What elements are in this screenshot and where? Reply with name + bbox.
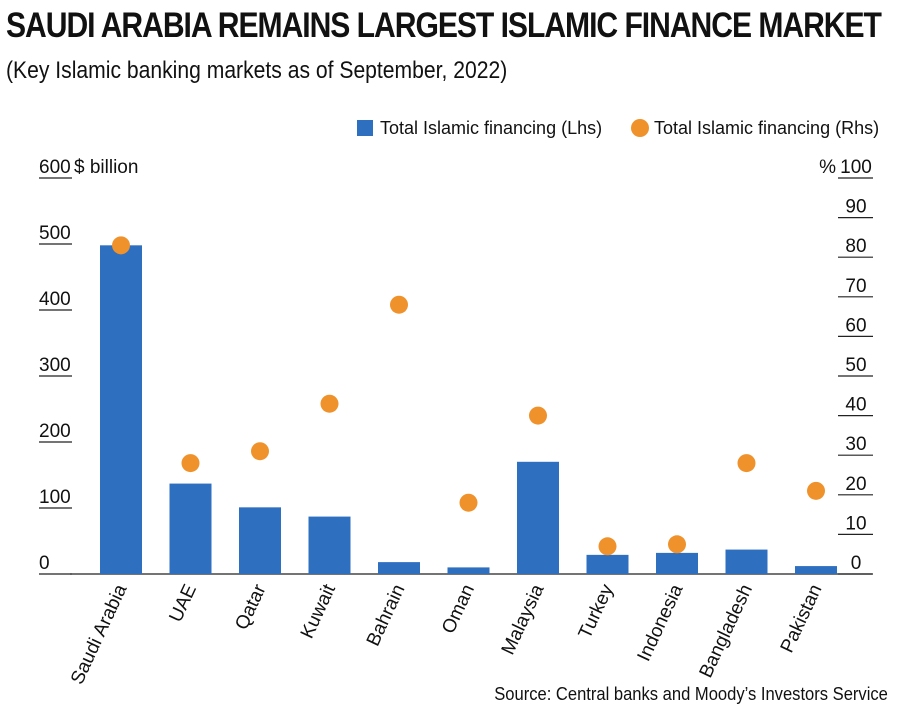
- dot-saudi-arabia: [112, 236, 130, 255]
- x-axis-labels: Saudi Arabia UAE Qatar Kuwait Bahrain Oman Mal…: [67, 581, 827, 688]
- left-tick-label: 300: [39, 355, 71, 376]
- right-tick-label: 10: [845, 513, 866, 534]
- dot-pakistan: [807, 481, 825, 500]
- left-tick-label: 200: [39, 421, 71, 442]
- x-tick-label: Oman: [438, 581, 479, 637]
- legend-bar-label: Total Islamic financing (Lhs): [380, 118, 602, 138]
- x-tick-label: Malaysia: [498, 581, 549, 658]
- bar-uae: [169, 483, 212, 574]
- bar-saudi-arabia: [100, 245, 142, 574]
- left-tick-label: 100: [39, 487, 71, 508]
- dot-kuwait: [320, 394, 339, 413]
- chart-title: SAUDI ARABIA REMAINS LARGEST ISLAMIC FIN…: [6, 6, 882, 45]
- legend-bar-swatch: [357, 120, 373, 136]
- left-tick-label: 0: [39, 553, 50, 574]
- right-tick-label: 20: [845, 474, 866, 495]
- bar-malaysia: [517, 461, 559, 574]
- dot-malaysia: [529, 406, 547, 425]
- x-tick-label: UAE: [165, 581, 201, 625]
- x-tick-label: Pakistan: [777, 581, 827, 656]
- dot-series: [112, 236, 825, 556]
- right-tick-label: 50: [845, 355, 866, 376]
- bar-series: [100, 245, 837, 574]
- bar-pakistan: [795, 566, 837, 574]
- x-tick-label: Bangladesh: [696, 581, 757, 681]
- dot-bahrain: [390, 295, 408, 314]
- legend: Total Islamic financing (Lhs) Total Islam…: [357, 118, 879, 138]
- left-tick-label: 400: [39, 289, 71, 310]
- right-tick-label: 100: [840, 157, 872, 178]
- right-tick-label: 70: [845, 276, 866, 297]
- legend-dot-label: Total Islamic financing (Rhs): [654, 118, 879, 138]
- x-tick-label: Saudi Arabia: [67, 581, 132, 688]
- bar-kuwait: [308, 516, 351, 574]
- bar-turkey: [586, 554, 629, 574]
- x-tick-label: Turkey: [575, 581, 618, 642]
- dot-qatar: [251, 442, 269, 461]
- bar-indonesia: [656, 552, 698, 574]
- right-tick-label: 0: [851, 553, 862, 574]
- bar-bangladesh: [725, 549, 768, 574]
- right-tick-label: 80: [845, 236, 866, 257]
- left-axis: 0 100 200 300 400 500 600 $ billion: [39, 157, 138, 575]
- dot-turkey: [598, 537, 617, 556]
- x-tick-label: Kuwait: [297, 581, 340, 642]
- dot-oman: [459, 493, 478, 512]
- left-tick-label: 600: [39, 157, 71, 178]
- right-tick-label: 40: [845, 395, 866, 416]
- x-tick-label: Bahrain: [363, 581, 410, 649]
- left-tick-label: 500: [39, 223, 71, 244]
- right-tick-label: 30: [845, 434, 866, 455]
- legend-dot-swatch: [631, 119, 649, 137]
- x-tick-label: Qatar: [231, 581, 270, 634]
- left-axis-unit: $ billion: [74, 157, 138, 178]
- dot-bangladesh: [737, 454, 756, 473]
- dot-indonesia: [668, 535, 686, 554]
- right-tick-label: 90: [845, 197, 866, 218]
- right-tick-label: 60: [845, 315, 866, 336]
- right-axis-unit: %: [819, 157, 836, 178]
- bar-oman: [447, 567, 490, 574]
- source-note: Source: Central banks and Moody’s Invest…: [494, 684, 888, 704]
- chart-subtitle: (Key Islamic banking markets as of Septe…: [6, 57, 508, 84]
- bar-bahrain: [378, 562, 420, 574]
- right-axis: 0 10 20 30 40 50 60 70 80 90 100%: [819, 157, 873, 575]
- bar-qatar: [239, 507, 281, 574]
- dot-uae: [181, 454, 200, 473]
- x-tick-label: Indonesia: [634, 581, 688, 665]
